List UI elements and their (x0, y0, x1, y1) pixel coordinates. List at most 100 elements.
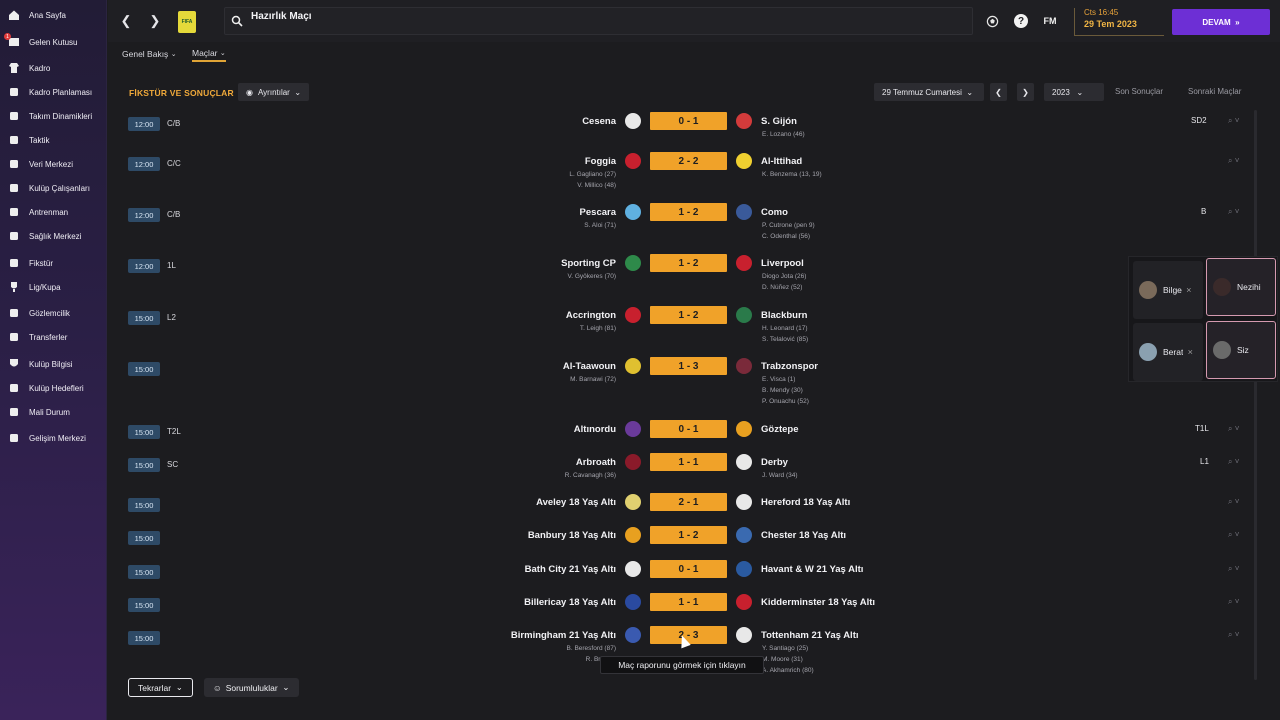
sidebar-item-scouting[interactable]: Gözlemcilik (0, 302, 107, 324)
sidebar-item-label: Lig/Kupa (29, 282, 61, 292)
help-button[interactable]: ? (1014, 14, 1028, 28)
participant-tile[interactable]: Berat ⨯ (1133, 323, 1203, 381)
row-menu-icon[interactable]: ⌕ ˅ (1228, 597, 1240, 606)
home-team[interactable]: Cesena (582, 116, 616, 127)
row-menu-icon[interactable]: ⌕ ˅ (1228, 424, 1240, 433)
kickoff-time: 15:00 (128, 631, 160, 645)
row-menu-icon[interactable]: ⌕ ˅ (1228, 207, 1240, 216)
sidebar-item-development[interactable]: Gelişim Merkezi (0, 427, 107, 449)
next-date-button[interactable]: ❯ (1017, 83, 1034, 101)
row-menu-icon[interactable]: ⌕ ˅ (1228, 564, 1240, 573)
away-team[interactable]: Trabzonspor (761, 361, 819, 372)
date-select[interactable]: 29 Temmuz Cumartesi ⌄ (874, 83, 984, 101)
score-button[interactable]: 1 - 1 (650, 593, 727, 611)
sidebar-item-squad-plan[interactable]: Kadro Planlaması (0, 81, 107, 103)
score-button[interactable]: 0 - 1 (650, 560, 727, 578)
sidebar-item-shirt[interactable]: Kadro (0, 57, 107, 79)
sidebar-item-calendar[interactable]: Fikstür (0, 252, 107, 274)
row-menu-icon[interactable]: ⌕ ˅ (1228, 497, 1240, 506)
home-team[interactable]: Arbroath (575, 457, 616, 468)
away-team[interactable]: Tottenham 21 Yaş Altı (761, 630, 859, 641)
medical-icon (8, 230, 20, 242)
sidebar-item-trophy[interactable]: Lig/Kupa (0, 276, 107, 298)
sidebar-item-dynamics[interactable]: Takım Dinamikleri (0, 105, 107, 127)
home-team[interactable]: Foggia (584, 156, 616, 167)
year-select[interactable]: 2023 ⌄ (1044, 83, 1104, 101)
away-team[interactable]: Göztepe (761, 424, 799, 435)
score-button[interactable]: 1 - 2 (650, 306, 727, 324)
sidebar-item-vision[interactable]: Kulüp Hedefleri (0, 377, 107, 399)
score-button[interactable]: 1 - 2 (650, 203, 727, 221)
home-team[interactable]: Birmingham 21 Yaş Altı (510, 630, 616, 641)
home-team[interactable]: Billericay 18 Yaş Altı (524, 597, 616, 608)
sidebar-item-training[interactable]: Antrenman (0, 201, 107, 223)
back-button[interactable]: ❮ (120, 13, 132, 28)
score-button[interactable]: 1 - 2 (650, 254, 727, 272)
home-team[interactable]: Pescara (579, 207, 616, 218)
search-bar[interactable]: Hazırlık Maçı (224, 7, 973, 35)
sidebar-item-tactics[interactable]: Taktik (0, 129, 107, 151)
score-button[interactable]: 1 - 3 (650, 357, 727, 375)
responsibilities-button[interactable]: ☺ Sorumluluklar ⌄ (204, 678, 299, 697)
prev-date-button[interactable]: ❮ (990, 83, 1007, 101)
home-team[interactable]: Al-Taawoun (562, 361, 616, 372)
last-results-button[interactable]: Son Sonuçlar (1115, 87, 1164, 96)
sidebar-item-home[interactable]: Ana Sayfa (0, 4, 107, 26)
scrollbar[interactable] (1254, 110, 1257, 680)
score-button[interactable]: 2 - 1 (650, 493, 727, 511)
away-team[interactable]: S. Gijón (761, 116, 797, 127)
score-button[interactable]: 0 - 1 (650, 420, 727, 438)
away-team[interactable]: Chester 18 Yaş Altı (761, 530, 847, 541)
ball-icon[interactable] (985, 14, 999, 28)
game-datetime: Cts 16:45 29 Tem 2023 (1074, 8, 1164, 36)
home-scorers: T. Leigh (81) (580, 323, 616, 334)
away-team[interactable]: Kidderminster 18 Yaş Altı (761, 597, 876, 608)
participant-tile[interactable]: Siz (1206, 321, 1276, 379)
score-button[interactable]: 1 - 1 (650, 453, 727, 471)
fm-logo[interactable]: FM (1043, 16, 1057, 26)
repeats-button[interactable]: Tekrarlar ⌄ (128, 678, 193, 697)
home-team[interactable]: Aveley 18 Yaş Altı (536, 497, 616, 508)
row-menu-icon[interactable]: ⌕ ˅ (1228, 630, 1240, 639)
sidebar-item-data[interactable]: Veri Merkezi (0, 153, 107, 175)
away-team[interactable]: Liverpool (761, 258, 804, 269)
club-logo[interactable]: FIFA (178, 11, 196, 33)
away-team[interactable]: Al-Ittihad (761, 156, 803, 167)
score-button[interactable]: 2 - 2 (650, 152, 727, 170)
row-menu-icon[interactable]: ⌕ ˅ (1228, 530, 1240, 539)
tab-matches[interactable]: Maçlar ⌄ (192, 46, 226, 62)
home-crest-icon (625, 594, 641, 610)
sidebar-item-label: Ana Sayfa (29, 10, 66, 20)
away-team[interactable]: Derby (761, 457, 788, 468)
details-dropdown[interactable]: ◉ Ayrıntılar ⌄ (238, 83, 310, 101)
home-team[interactable]: Bath City 21 Yaş Altı (524, 564, 616, 575)
row-menu-icon[interactable]: ⌕ ˅ (1228, 457, 1240, 466)
tab-overview[interactable]: Genel Bakış ⌄ (122, 49, 177, 59)
row-menu-icon[interactable]: ⌕ ˅ (1228, 116, 1240, 125)
forward-button[interactable]: ❯ (149, 13, 161, 28)
sidebar-item-inbox[interactable]: 1 Gelen Kutusu (0, 31, 107, 53)
home-team[interactable]: Altınordu (573, 424, 616, 435)
sidebar-item-transfer[interactable]: Transferler (0, 326, 107, 348)
score-button[interactable]: 1 - 2 (650, 526, 727, 544)
participant-tile[interactable]: Bilge ⨯ (1133, 261, 1203, 319)
score-button[interactable]: 0 - 1 (650, 112, 727, 130)
next-matches-button[interactable]: Sonraki Maçlar (1188, 87, 1242, 96)
home-team[interactable]: Accrington (565, 310, 616, 321)
sidebar-item-finance[interactable]: Mali Durum (0, 401, 107, 423)
away-team[interactable]: Hereford 18 Yaş Altı (761, 497, 851, 508)
row-menu-icon[interactable]: ⌕ ˅ (1228, 156, 1240, 165)
away-team[interactable]: Como (761, 207, 788, 218)
away-team[interactable]: Havant & W 21 Yaş Altı (761, 564, 864, 575)
kickoff-time: 12:00 (128, 259, 160, 273)
continue-button[interactable]: DEVAM » (1172, 9, 1270, 35)
sidebar-item-shield[interactable]: Kulüp Bilgisi (0, 353, 107, 375)
participant-tile[interactable]: Nezihi (1206, 258, 1276, 316)
score-button[interactable]: 2 - 3 (650, 626, 727, 644)
away-team[interactable]: Blackburn (761, 310, 808, 321)
away-crest-icon (736, 494, 752, 510)
home-team[interactable]: Sporting CP (561, 258, 616, 269)
sidebar-item-staff[interactable]: Kulüp Çalışanları (0, 177, 107, 199)
sidebar-item-medical[interactable]: Sağlık Merkezi (0, 225, 107, 247)
home-team[interactable]: Banbury 18 Yaş Altı (527, 530, 616, 541)
